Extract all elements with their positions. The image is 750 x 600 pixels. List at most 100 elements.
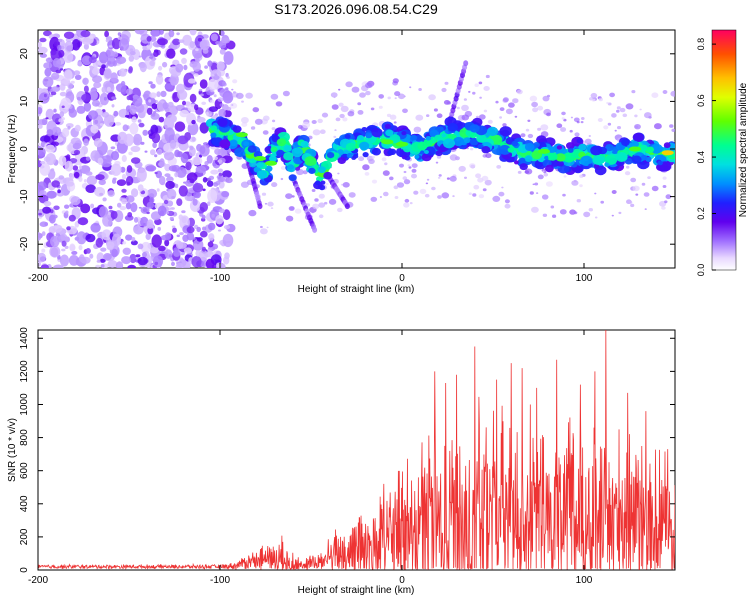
figure-title: S173.2026.096.08.54.C29 (274, 1, 438, 17)
noise-blob (86, 175, 98, 186)
noise-blob (132, 133, 143, 146)
spectral-haze (424, 193, 430, 198)
spectral-haze (333, 135, 337, 138)
ridge-blob (549, 158, 560, 167)
ridge-blob (291, 147, 303, 158)
ridge-blob (604, 162, 610, 167)
spectral-haze (357, 110, 364, 115)
noise-blob (116, 179, 127, 187)
spectral-haze (411, 163, 418, 169)
noise-blob (205, 111, 209, 116)
spectral-haze (263, 115, 270, 121)
noise-blob (191, 256, 202, 268)
noise-blob (165, 180, 175, 190)
noise-blob (212, 162, 217, 167)
spectral-haze (325, 182, 329, 186)
noise-blob (149, 247, 159, 254)
spectral-haze (317, 118, 323, 124)
noise-blob (101, 229, 112, 241)
spectral-haze (632, 185, 640, 192)
noise-blob (199, 202, 208, 212)
spectral-haze (270, 93, 279, 100)
noise-blob (202, 188, 206, 192)
spectral-haze (275, 101, 283, 107)
noise-blob (51, 86, 61, 92)
noise-blob (43, 93, 47, 98)
ridge-blob (499, 126, 512, 137)
noise-blob (51, 72, 60, 80)
spectral-haze (371, 179, 378, 184)
spectral-streak (312, 226, 318, 233)
noise-blob (70, 80, 75, 84)
noise-blob (216, 61, 225, 71)
noise-blob (189, 178, 195, 184)
noise-blob (41, 248, 46, 253)
noise-blob (218, 229, 221, 232)
noise-blob (83, 85, 89, 93)
ridge-blob (424, 150, 429, 154)
ridge-blob (657, 160, 663, 166)
spectral-haze (370, 107, 375, 111)
spectral-haze (394, 97, 397, 100)
spectral-haze (609, 92, 615, 98)
noise-blob (93, 138, 103, 148)
ridge-blob (548, 146, 556, 154)
spectral-haze (305, 203, 311, 207)
ridge-blob (232, 125, 242, 133)
ridge-blob (640, 144, 648, 151)
ridge-blob (519, 157, 526, 163)
colorbar-ticks: 0.0 0.2 0.4 0.6 0.8 (696, 38, 716, 276)
spectral-haze (463, 98, 467, 101)
noise-blob (164, 249, 173, 259)
noise-blob (189, 93, 197, 103)
noise-blob (154, 171, 158, 175)
ridge-blob (357, 135, 364, 141)
ridge-blob (401, 131, 407, 136)
spectral-haze (527, 133, 534, 139)
noise-blob (61, 240, 67, 247)
noise-blob (131, 188, 139, 198)
noise-blob (38, 46, 48, 54)
noise-blob (88, 56, 97, 64)
noise-blob (95, 264, 101, 268)
noise-blob (64, 40, 74, 53)
noise-blob (151, 132, 161, 144)
noise-blob (146, 107, 153, 116)
noise-blob (77, 217, 89, 226)
ridge-blob (234, 147, 247, 158)
noise-blob (98, 179, 106, 186)
noise-blob (196, 116, 206, 123)
spectral-haze (213, 156, 218, 161)
noise-blob (140, 141, 145, 145)
noise-blob (174, 172, 179, 178)
spectral-haze (670, 90, 675, 97)
noise-blob (53, 205, 60, 211)
spectral-haze (365, 90, 371, 96)
noise-blob (192, 61, 201, 72)
noise-blob (105, 39, 110, 43)
spectral-haze (431, 186, 436, 191)
spectral-haze (351, 86, 360, 93)
colorbar-scale (711, 29, 737, 271)
noise-blob (183, 247, 192, 254)
noise-blob (197, 37, 202, 42)
noise-blob (106, 241, 115, 250)
spectral-haze (473, 184, 480, 190)
ridge-blob (476, 134, 487, 143)
noise-blob (64, 160, 74, 172)
ridge-blob (511, 140, 519, 147)
spectral-haze (219, 103, 224, 107)
spectral-haze (516, 89, 523, 95)
spectral-haze (357, 102, 362, 106)
noise-blob (129, 122, 139, 135)
spectral-haze (311, 120, 317, 124)
noise-blob (150, 149, 156, 156)
spectral-haze (446, 101, 452, 105)
noise-blob (121, 154, 127, 163)
noise-blob (101, 155, 112, 163)
noise-blob (195, 48, 199, 52)
noise-blob (65, 181, 75, 187)
noise-blob (130, 145, 141, 153)
noise-blob (214, 148, 222, 155)
